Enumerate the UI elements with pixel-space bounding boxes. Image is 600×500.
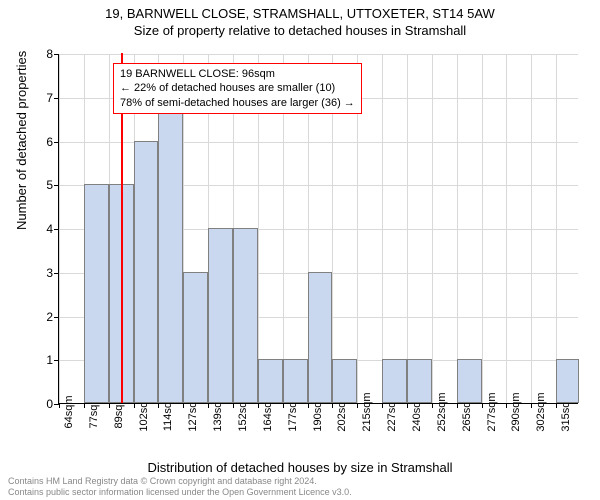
gridline-v [382,54,383,403]
xtick-mark [158,403,159,408]
title-line2: Size of property relative to detached ho… [0,23,600,38]
xtick-mark [59,403,60,408]
gridline-v [59,54,60,403]
histogram-bar [258,359,283,403]
xtick-label: 64sqm [63,395,75,428]
xtick-mark [84,403,85,408]
chart-area: 01234567864sqm77sqm89sqm102sqm114sqm127s… [58,54,578,404]
xtick-label: 302sqm [535,392,547,431]
histogram-bar [208,228,233,403]
xtick-mark [183,403,184,408]
xtick-mark [357,403,358,408]
xtick-mark [332,403,333,408]
gridline-v [506,54,507,403]
xtick-mark [432,403,433,408]
xtick-label: 290sqm [510,392,522,431]
xtick-mark [556,403,557,408]
title-line1: 19, BARNWELL CLOSE, STRAMSHALL, UTTOXETE… [0,6,600,21]
xtick-mark [382,403,383,408]
histogram-bar [457,359,482,403]
ytick-label: 1 [37,353,53,367]
gridline-v [482,54,483,403]
histogram-bar [134,141,159,404]
plot-region: 01234567864sqm77sqm89sqm102sqm114sqm127s… [58,54,578,404]
ytick-label: 4 [37,222,53,236]
histogram-bar [382,359,407,403]
histogram-bar [183,272,208,403]
xtick-mark [457,403,458,408]
gridline-v [432,54,433,403]
xtick-label: 215sqm [361,392,373,431]
annotation-line3: 78% of semi-detached houses are larger (… [120,96,355,110]
annotation-line1: 19 BARNWELL CLOSE: 96sqm [120,67,355,81]
xtick-mark [233,403,234,408]
xtick-mark [283,403,284,408]
gridline-v [457,54,458,403]
histogram-bar [233,228,258,403]
xtick-mark [109,403,110,408]
xtick-mark [208,403,209,408]
histogram-bar [556,359,579,403]
histogram-bar [158,97,183,403]
annotation-box: 19 BARNWELL CLOSE: 96sqm← 22% of detache… [113,63,362,114]
ytick-label: 3 [37,266,53,280]
xtick-mark [531,403,532,408]
chart-title-block: 19, BARNWELL CLOSE, STRAMSHALL, UTTOXETE… [0,0,600,38]
ytick-label: 2 [37,310,53,324]
gridline-v [556,54,557,403]
footer-attribution: Contains HM Land Registry data © Crown c… [8,476,352,498]
histogram-bar [407,359,432,403]
histogram-bar [84,184,109,403]
ytick-label: 0 [37,397,53,411]
histogram-bar [283,359,308,403]
y-axis-label: Number of detached properties [14,51,29,230]
gridline-v [531,54,532,403]
xtick-mark [134,403,135,408]
xtick-mark [308,403,309,408]
footer-line2: Contains public sector information licen… [8,487,352,498]
xtick-mark [258,403,259,408]
xtick-mark [482,403,483,408]
xtick-label: 252sqm [436,392,448,431]
histogram-bar [308,272,333,403]
gridline-v [407,54,408,403]
gridline-h [59,54,578,55]
ytick-label: 8 [37,47,53,61]
xtick-label: 277sqm [486,392,498,431]
xtick-mark [506,403,507,408]
histogram-bar [332,359,357,403]
ytick-label: 5 [37,178,53,192]
footer-line1: Contains HM Land Registry data © Crown c… [8,476,352,487]
x-axis-label: Distribution of detached houses by size … [0,460,600,475]
ytick-label: 6 [37,135,53,149]
ytick-label: 7 [37,91,53,105]
xtick-mark [407,403,408,408]
annotation-line2: ← 22% of detached houses are smaller (10… [120,81,355,95]
